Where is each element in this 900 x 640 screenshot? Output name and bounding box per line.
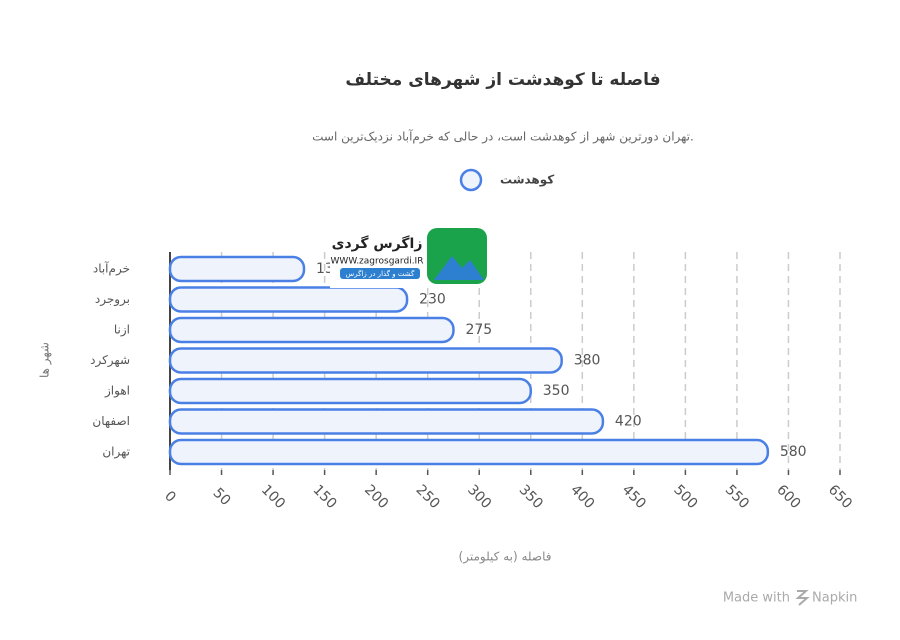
x-tick-label: 350	[516, 482, 546, 512]
value-label: 230	[419, 292, 446, 308]
y-tick-label: اصفهان	[92, 414, 130, 428]
y-tick-label: بروجرد	[95, 292, 130, 307]
y-tick-label: اهواز	[104, 384, 130, 399]
bar	[168, 408, 605, 435]
legend-label: کوهدشت	[500, 173, 554, 188]
value-label: 420	[615, 414, 642, 430]
x-axis-label: فاصله (به کیلومتر)	[459, 550, 552, 565]
bar	[168, 286, 409, 313]
value-label: 380	[574, 353, 601, 369]
x-tick-label: 300	[464, 482, 494, 512]
x-tick-label: 0	[161, 488, 179, 506]
y-tick-label: شهرکرد	[90, 353, 130, 368]
x-tick-label: 250	[413, 482, 443, 512]
legend-marker	[459, 168, 483, 192]
x-tick-label: 150	[310, 482, 340, 512]
x-tick-label: 450	[619, 482, 649, 512]
watermark-pill	[340, 268, 420, 279]
plot-area: 0 50 100 150 200 250 300 350 400 450 500 550 600 650 خ…	[90, 252, 855, 512]
x-tick-label: 400	[567, 482, 597, 512]
bar	[168, 316, 455, 344]
y-tick-label: خرم‌آباد	[93, 261, 130, 277]
y-tick-label: ازنا	[114, 323, 130, 338]
y-axis-label: شهر ها	[38, 342, 53, 378]
x-tick-label: 650	[825, 482, 855, 512]
footer-brand: Napkin	[812, 591, 857, 606]
bar	[168, 438, 770, 466]
chart-subtitle: تهران دورترین شهر از کوهدشت است، در حالی…	[312, 129, 694, 145]
bar	[168, 255, 306, 283]
x-tick-label: 500	[670, 482, 700, 512]
footer-made-with: Made with	[723, 591, 790, 606]
watermark-tagline: گشت و گذار در زاگرس	[346, 269, 415, 278]
x-tick-label: 200	[361, 482, 391, 512]
watermark: زاگرس گردی WWW.zagrosgardi.IR گشت و گذار…	[330, 224, 492, 288]
value-label: 350	[543, 383, 570, 399]
value-label: 275	[465, 322, 492, 338]
x-tick-label: 100	[258, 482, 288, 512]
bar	[168, 377, 533, 405]
x-tick-label: 50	[210, 485, 234, 509]
y-tick-label: تهران	[102, 445, 130, 460]
value-label: 580	[780, 444, 807, 460]
x-tick-label: 550	[722, 482, 752, 512]
x-tick-label: 600	[773, 482, 803, 512]
watermark-name: زاگرس گردی	[332, 235, 423, 252]
watermark-url: WWW.zagrosgardi.IR	[331, 257, 424, 267]
footer-icon	[795, 590, 810, 606]
bar	[168, 347, 563, 374]
watermark-logo-mountain	[434, 256, 484, 280]
chart-title: فاصله تا کوهدشت از شهرهای مختلف	[345, 70, 660, 90]
